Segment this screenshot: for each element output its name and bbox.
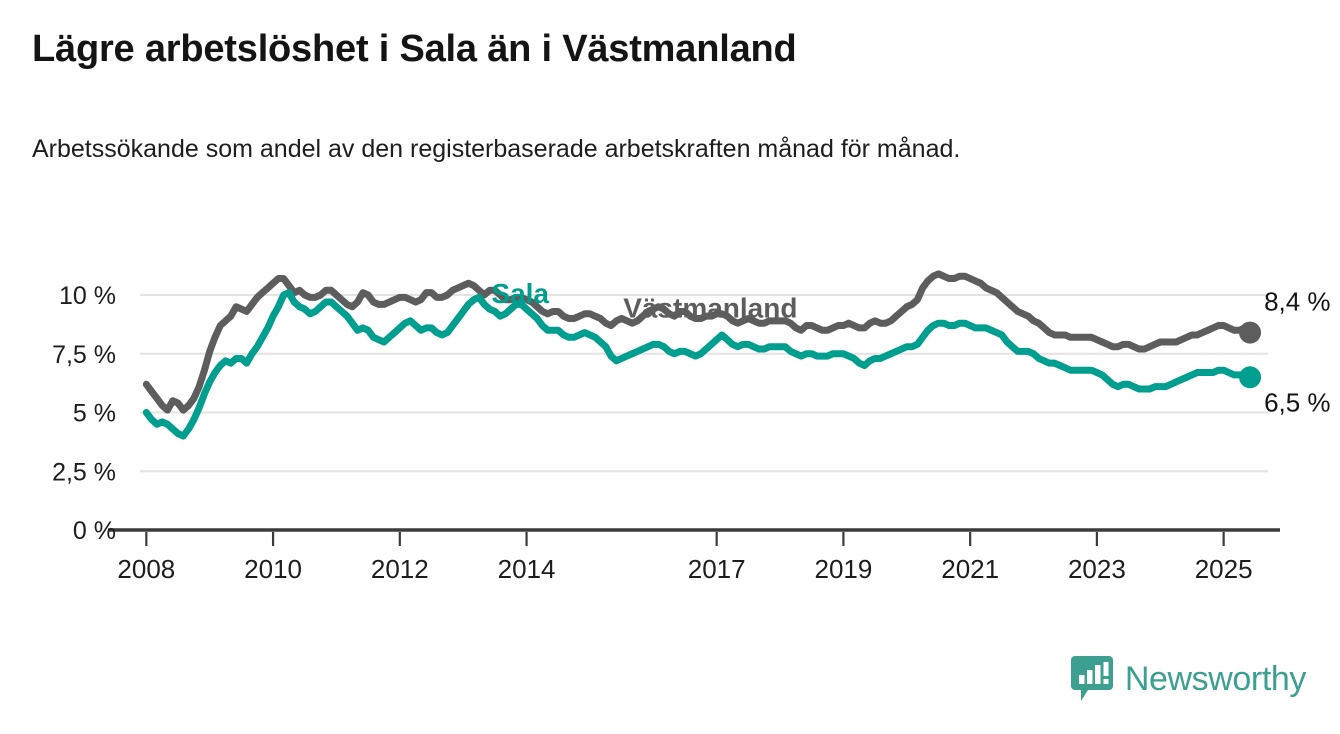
y-tick-label: 7,5 %	[52, 341, 116, 369]
y-axis-tick-labels: 0 % 2,5 % 5 % 7,5 % 10 %	[52, 282, 116, 545]
series-lines	[142, 270, 1262, 440]
x-axis-tick-labels: 2008 2010 2012 2014 2017 2019 2021 2023 2025	[117, 554, 1252, 584]
y-tick-label: 0 %	[73, 517, 116, 545]
chart-container: 0 % 2,5 % 5 % 7,5 % 10 % 2008 2010 2012 2014 201…	[0, 240, 1340, 600]
series-end-marker-sala	[1239, 366, 1262, 389]
x-tick-label: 2025	[1195, 554, 1253, 584]
series-line-sala[interactable]	[142, 289, 1254, 440]
axes	[108, 528, 1280, 546]
x-tick-label: 2010	[244, 554, 302, 584]
y-tick-label: 5 %	[73, 400, 116, 428]
newsworthy-logo[interactable]: Newsworthy	[1070, 656, 1307, 702]
series-line-västmanland[interactable]	[142, 270, 1254, 414]
x-tick-label: 2017	[688, 554, 746, 584]
page-title: Lägre arbetslöshet i Sala än i Västmanla…	[32, 28, 797, 70]
y-tick-label: 10 %	[59, 282, 116, 310]
x-tick-label: 2014	[498, 554, 556, 584]
series-label-sala: Sala	[491, 278, 549, 309]
line-chart: 0 % 2,5 % 5 % 7,5 % 10 % 2008 2010 2012 2014 201…	[52, 270, 1331, 584]
x-tick-label: 2012	[371, 554, 429, 584]
series-annotations: Västmanland Sala 8,4 % 6,5 %	[491, 278, 1330, 417]
x-tick-label: 2023	[1068, 554, 1126, 584]
y-tick-label: 2,5 %	[52, 458, 116, 486]
series-label-västmanland: Västmanland	[623, 292, 797, 323]
series-end-marker-västmanland	[1239, 321, 1262, 344]
x-tick-label: 2008	[117, 554, 175, 584]
x-tick-label: 2019	[814, 554, 872, 584]
newsworthy-logo-icon	[1070, 656, 1113, 701]
series-end-value-västmanland: 8,4 %	[1264, 287, 1331, 317]
page-subtitle: Arbetssökande som andel av den registerb…	[32, 135, 961, 163]
newsworthy-logo-text: Newsworthy	[1124, 660, 1307, 698]
x-tick-label: 2021	[941, 554, 999, 584]
series-end-value-sala: 6,5 %	[1264, 387, 1331, 417]
